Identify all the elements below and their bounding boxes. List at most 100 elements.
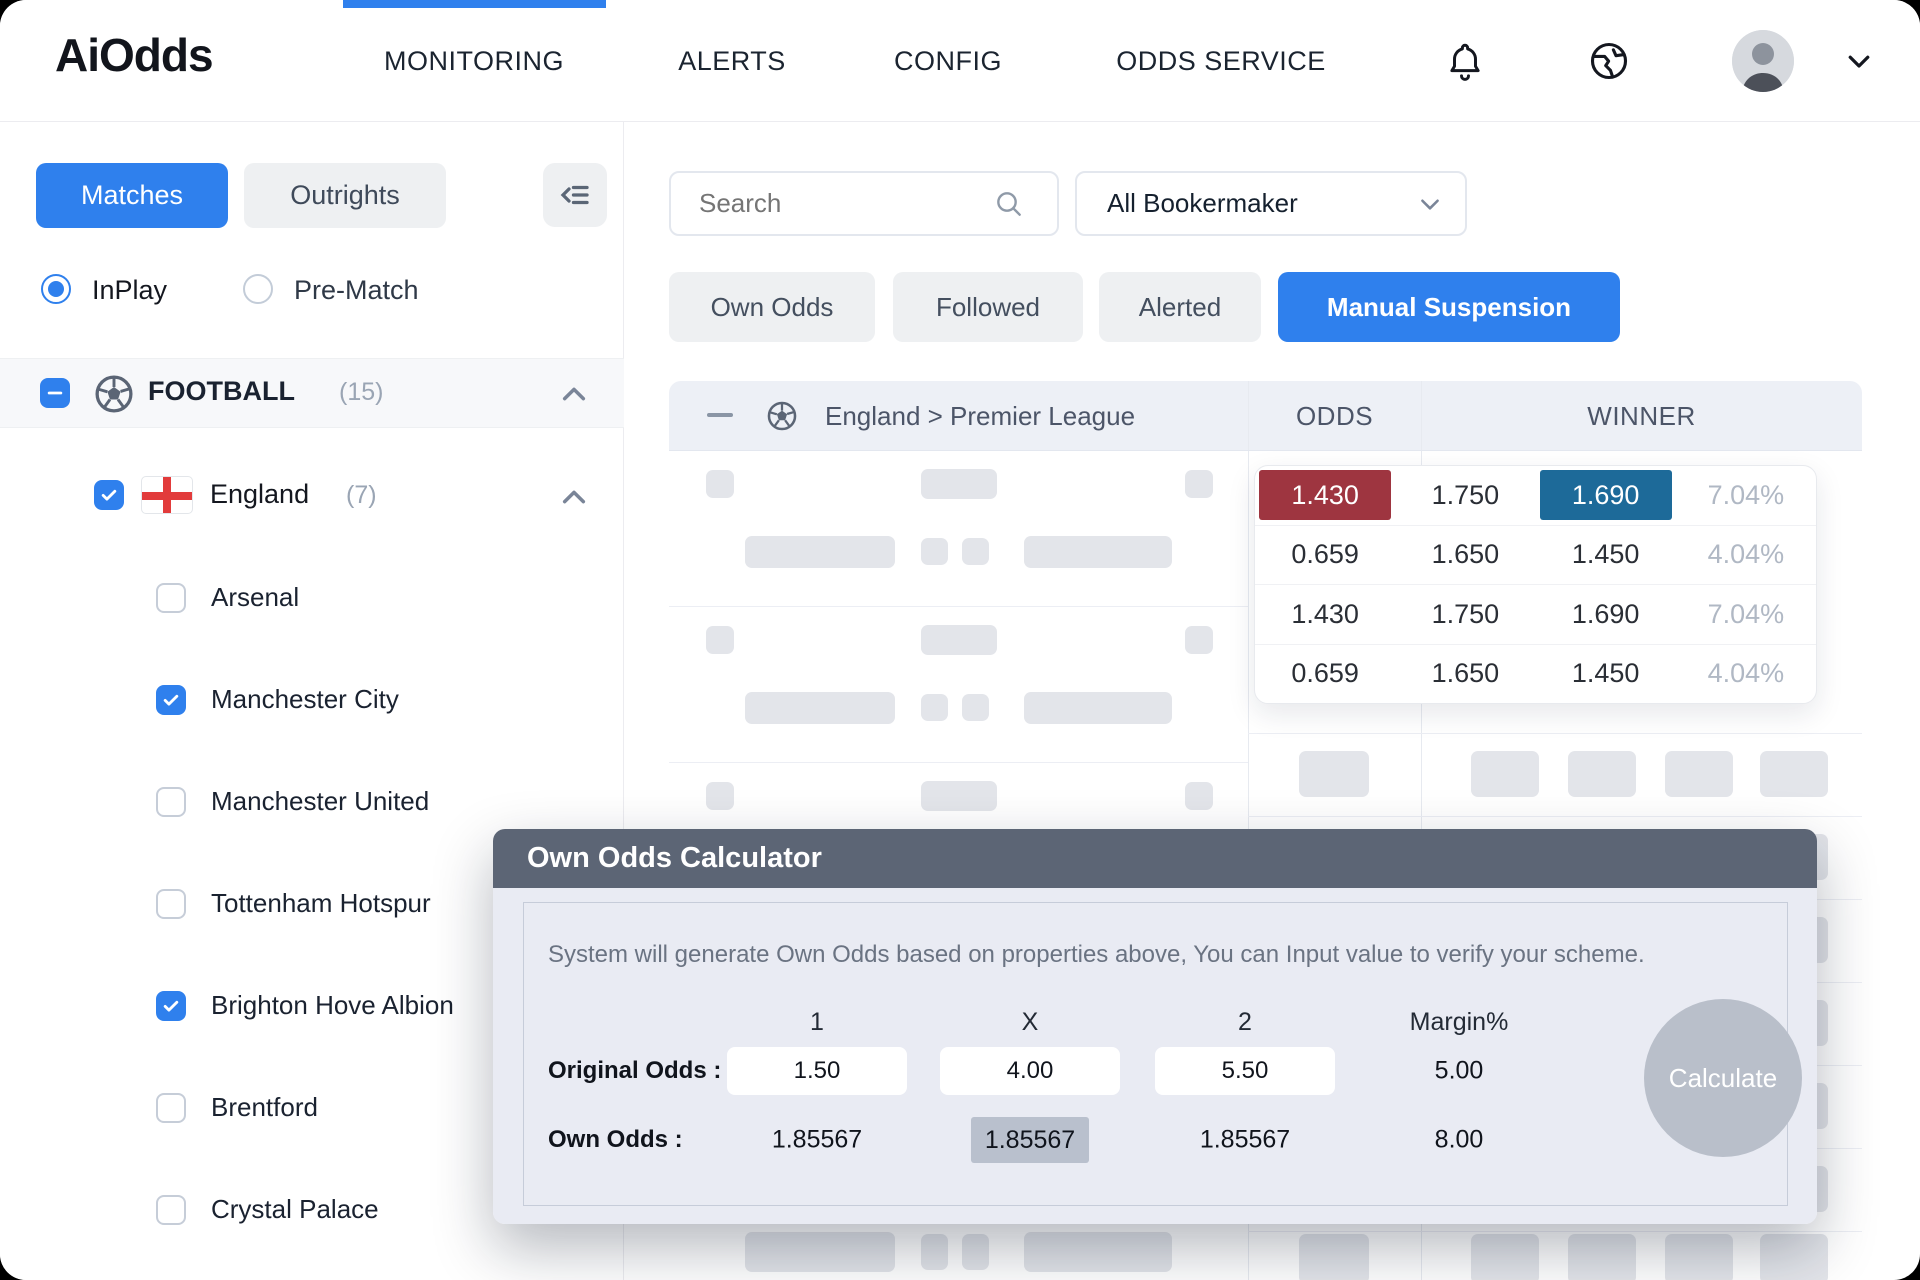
own-odds-label: Own Odds :: [548, 1126, 683, 1153]
top-header: AiOdds MONITORING ALERTS CONFIG ODDS SER…: [0, 0, 1920, 122]
col-header-2: 2: [1238, 1008, 1252, 1036]
col-header-1: 1: [810, 1008, 824, 1036]
team-label: Tottenham Hotspur: [211, 888, 431, 918]
team-checkbox[interactable]: [156, 990, 186, 1021]
odds-cell[interactable]: 1.650: [1431, 539, 1500, 570]
team-checkbox[interactable]: [156, 582, 186, 613]
avatar[interactable]: [1732, 0, 1794, 122]
own-odds-value-x-highlighted[interactable]: 1.85567: [971, 1117, 1089, 1163]
row-divider: [669, 606, 1248, 607]
sidebar: Matches Outrights InPlay Pre-Match FOOTB…: [0, 122, 624, 1280]
team-checkbox[interactable]: [156, 888, 186, 919]
odds-cell-selected[interactable]: 1.690: [1539, 470, 1672, 521]
team-row-brentford[interactable]: Brentford: [156, 1092, 318, 1123]
odds-cell[interactable]: 1.750: [1431, 598, 1500, 629]
row-divider: [669, 762, 1248, 763]
team-label: Arsenal: [211, 582, 300, 612]
england-count: (7): [346, 481, 377, 509]
margin-cell: 4.04%: [1707, 539, 1785, 570]
row-divider: [1248, 1231, 1862, 1232]
prematch-radio[interactable]: [243, 274, 273, 304]
team-checkbox[interactable]: [156, 786, 186, 817]
team-row-manchester-city[interactable]: Manchester City: [156, 684, 399, 715]
odds-cell[interactable]: 0.659: [1291, 658, 1359, 689]
filter-manual-suspension[interactable]: Manual Suspension: [1278, 272, 1620, 342]
team-row-arsenal[interactable]: Arsenal: [156, 582, 299, 613]
tab-config[interactable]: CONFIG: [894, 45, 1002, 76]
original-odds-margin: 5.00: [1434, 1056, 1484, 1085]
filter-alerted[interactable]: Alerted: [1099, 272, 1261, 342]
team-row-crystal-palace[interactable]: Crystal Palace: [156, 1194, 379, 1225]
outrights-tab[interactable]: Outrights: [244, 163, 446, 228]
chevron-down-icon[interactable]: [1844, 0, 1874, 122]
soccer-ball-icon: [95, 375, 133, 413]
row-divider: [1248, 816, 1862, 817]
odds-cell[interactable]: 1.690: [1571, 598, 1640, 629]
team-label: Crystal Palace: [211, 1194, 379, 1224]
england-checkbox[interactable]: [94, 480, 124, 510]
globe-icon[interactable]: [1587, 0, 1631, 122]
england-label: England: [210, 479, 310, 509]
team-row-manchester-united[interactable]: Manchester United: [156, 786, 429, 817]
modal-body: System will generate Own Odds based on p…: [493, 888, 1817, 1224]
soccer-ball-icon: [767, 401, 797, 431]
modal-header[interactable]: Own Odds Calculator: [493, 829, 1817, 888]
search-input[interactable]: [697, 187, 987, 220]
england-collapse-chevron[interactable]: [560, 485, 588, 509]
table-header: England > Premier League ODDS WINNER: [669, 381, 1862, 450]
original-odds-label: Original Odds :: [548, 1057, 722, 1084]
league-breadcrumb[interactable]: England > Premier League: [825, 401, 1136, 431]
original-odds-input-1[interactable]: [727, 1047, 907, 1095]
team-checkbox[interactable]: [156, 684, 186, 715]
odds-cell-suspended[interactable]: 1.430: [1259, 470, 1392, 521]
team-label: Brighton Hove Albion: [211, 990, 454, 1020]
team-label: Manchester United: [211, 786, 430, 816]
tab-monitoring[interactable]: MONITORING: [384, 45, 564, 76]
team-checkbox[interactable]: [156, 1092, 186, 1123]
active-tab-indicator: [343, 0, 606, 8]
tab-alerts[interactable]: ALERTS: [678, 45, 786, 76]
bell-icon[interactable]: [1444, 0, 1486, 122]
odds-cell[interactable]: 1.450: [1571, 539, 1640, 570]
collapse-icon: [560, 185, 589, 205]
country-row-england[interactable]: England (7): [0, 466, 624, 526]
odds-row: 1.430 1.750 1.690 7.04%: [1255, 584, 1816, 644]
col-header-margin: Margin%: [1409, 1008, 1509, 1036]
odds-cell[interactable]: 1.650: [1431, 658, 1500, 689]
england-flag-icon: [141, 476, 193, 514]
sport-row-football[interactable]: FOOTBALL (15): [0, 358, 624, 428]
odds-cell[interactable]: 0.659: [1291, 539, 1359, 570]
own-odds-calculator-modal: Own Odds Calculator System will generate…: [493, 829, 1817, 1224]
odds-cell[interactable]: 1.430: [1291, 598, 1359, 629]
column-header-winner: WINNER: [1587, 401, 1696, 431]
search-box[interactable]: [669, 171, 1059, 236]
calculate-button[interactable]: Calculate: [1644, 999, 1802, 1157]
inplay-radio[interactable]: [41, 274, 71, 304]
margin-cell: 7.04%: [1707, 479, 1785, 510]
chevron-down-icon: [1421, 198, 1439, 210]
odds-cell[interactable]: 1.450: [1571, 658, 1640, 689]
row-divider: [1248, 733, 1862, 734]
football-collapse-chevron[interactable]: [560, 382, 588, 406]
team-row-brighton[interactable]: Brighton Hove Albion: [156, 990, 454, 1021]
matches-tab[interactable]: Matches: [36, 163, 228, 228]
football-checkbox[interactable]: [40, 378, 70, 408]
modal-panel: System will generate Own Odds based on p…: [523, 902, 1802, 1206]
original-odds-input-2[interactable]: [1155, 1047, 1335, 1095]
collapse-sidebar-button[interactable]: [543, 163, 607, 227]
odds-values-card: 1.430 1.750 1.690 7.04% 0.659 1.650 1.45…: [1254, 465, 1817, 704]
filter-own-odds[interactable]: Own Odds: [669, 272, 875, 342]
tab-odds-service[interactable]: ODDS SERVICE: [1116, 45, 1326, 76]
team-row-tottenham[interactable]: Tottenham Hotspur: [156, 888, 431, 919]
odds-cell[interactable]: 1.750: [1431, 479, 1500, 510]
search-icon: [997, 191, 1021, 216]
col-header-x: X: [1021, 1008, 1039, 1036]
inplay-label: InPlay: [92, 275, 168, 305]
collapse-league-minus-icon[interactable]: [707, 413, 733, 417]
bookmaker-select[interactable]: All Bookermaker: [1075, 171, 1467, 236]
team-checkbox[interactable]: [156, 1194, 186, 1225]
filter-followed[interactable]: Followed: [893, 272, 1083, 342]
original-odds-input-x[interactable]: [940, 1047, 1120, 1095]
row-divider: [669, 450, 1862, 451]
